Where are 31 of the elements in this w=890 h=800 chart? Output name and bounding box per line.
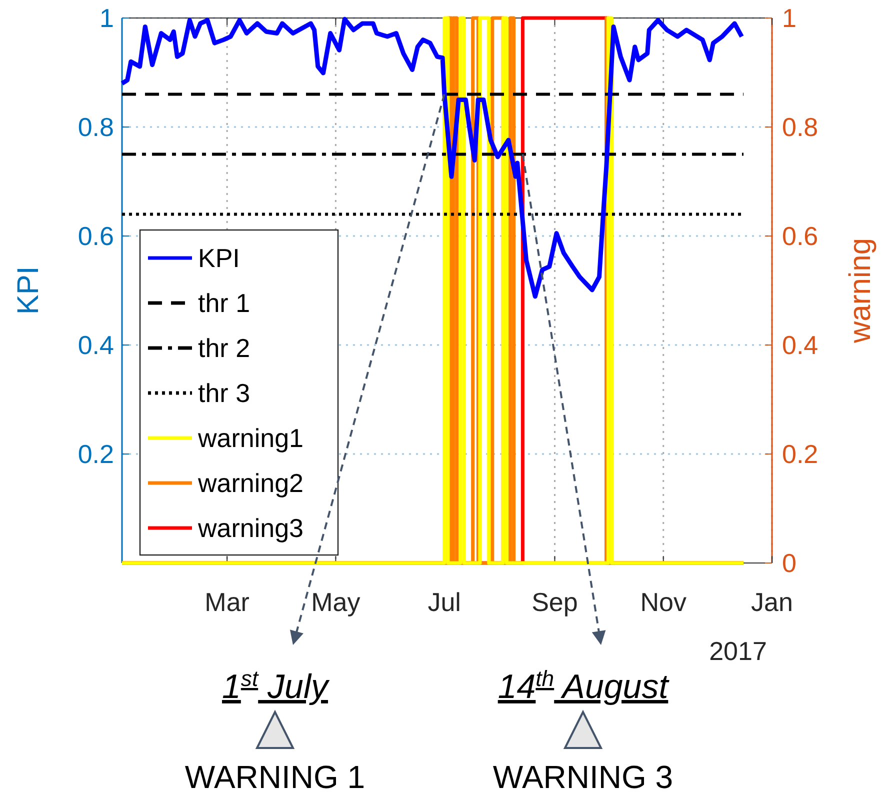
x-tick-label: Mar — [204, 587, 250, 617]
legend-label: thr 3 — [198, 378, 250, 408]
x-tick-label: Nov — [640, 587, 686, 617]
y-axis-title: KPI — [12, 266, 45, 315]
legend-label: warning3 — [197, 513, 304, 543]
x-axis-title: 2017 — [709, 636, 767, 666]
y-tick-label: 0.6 — [78, 221, 114, 251]
x-tick-label: Sep — [532, 587, 578, 617]
y-tick-label: 1 — [100, 3, 114, 33]
y2-tick-label: 0.4 — [782, 330, 818, 360]
legend-label: thr 2 — [198, 333, 250, 363]
y-tick-label: 0.4 — [78, 330, 114, 360]
y2-tick-label: 0.8 — [782, 112, 818, 142]
y2-tick-label: 0.2 — [782, 439, 818, 469]
x-tick-label: May — [311, 587, 360, 617]
annotation: 1$^{st}$ July — [222, 666, 330, 706]
y2-tick-label: 0 — [782, 548, 796, 578]
y2-tick-label: 1 — [782, 3, 796, 33]
y2-axis-title: warning — [844, 238, 877, 344]
y-tick-label: 0.8 — [78, 112, 114, 142]
legend-label: warning2 — [197, 468, 304, 498]
text: WARNING 3 — [492, 759, 674, 795]
text: WARNING 1 — [184, 759, 366, 795]
legend-label: KPI — [198, 243, 240, 273]
x-tick-label: Jul — [428, 587, 461, 617]
legend-label: thr 1 — [198, 288, 250, 318]
annotation: 14$^{th}$ August — [498, 666, 670, 706]
y2-tick-label: 0.6 — [782, 221, 818, 251]
x-tick-label: Jan — [751, 587, 793, 617]
legend-label: warning1 — [197, 423, 304, 453]
y-tick-label: 0.2 — [78, 439, 114, 469]
